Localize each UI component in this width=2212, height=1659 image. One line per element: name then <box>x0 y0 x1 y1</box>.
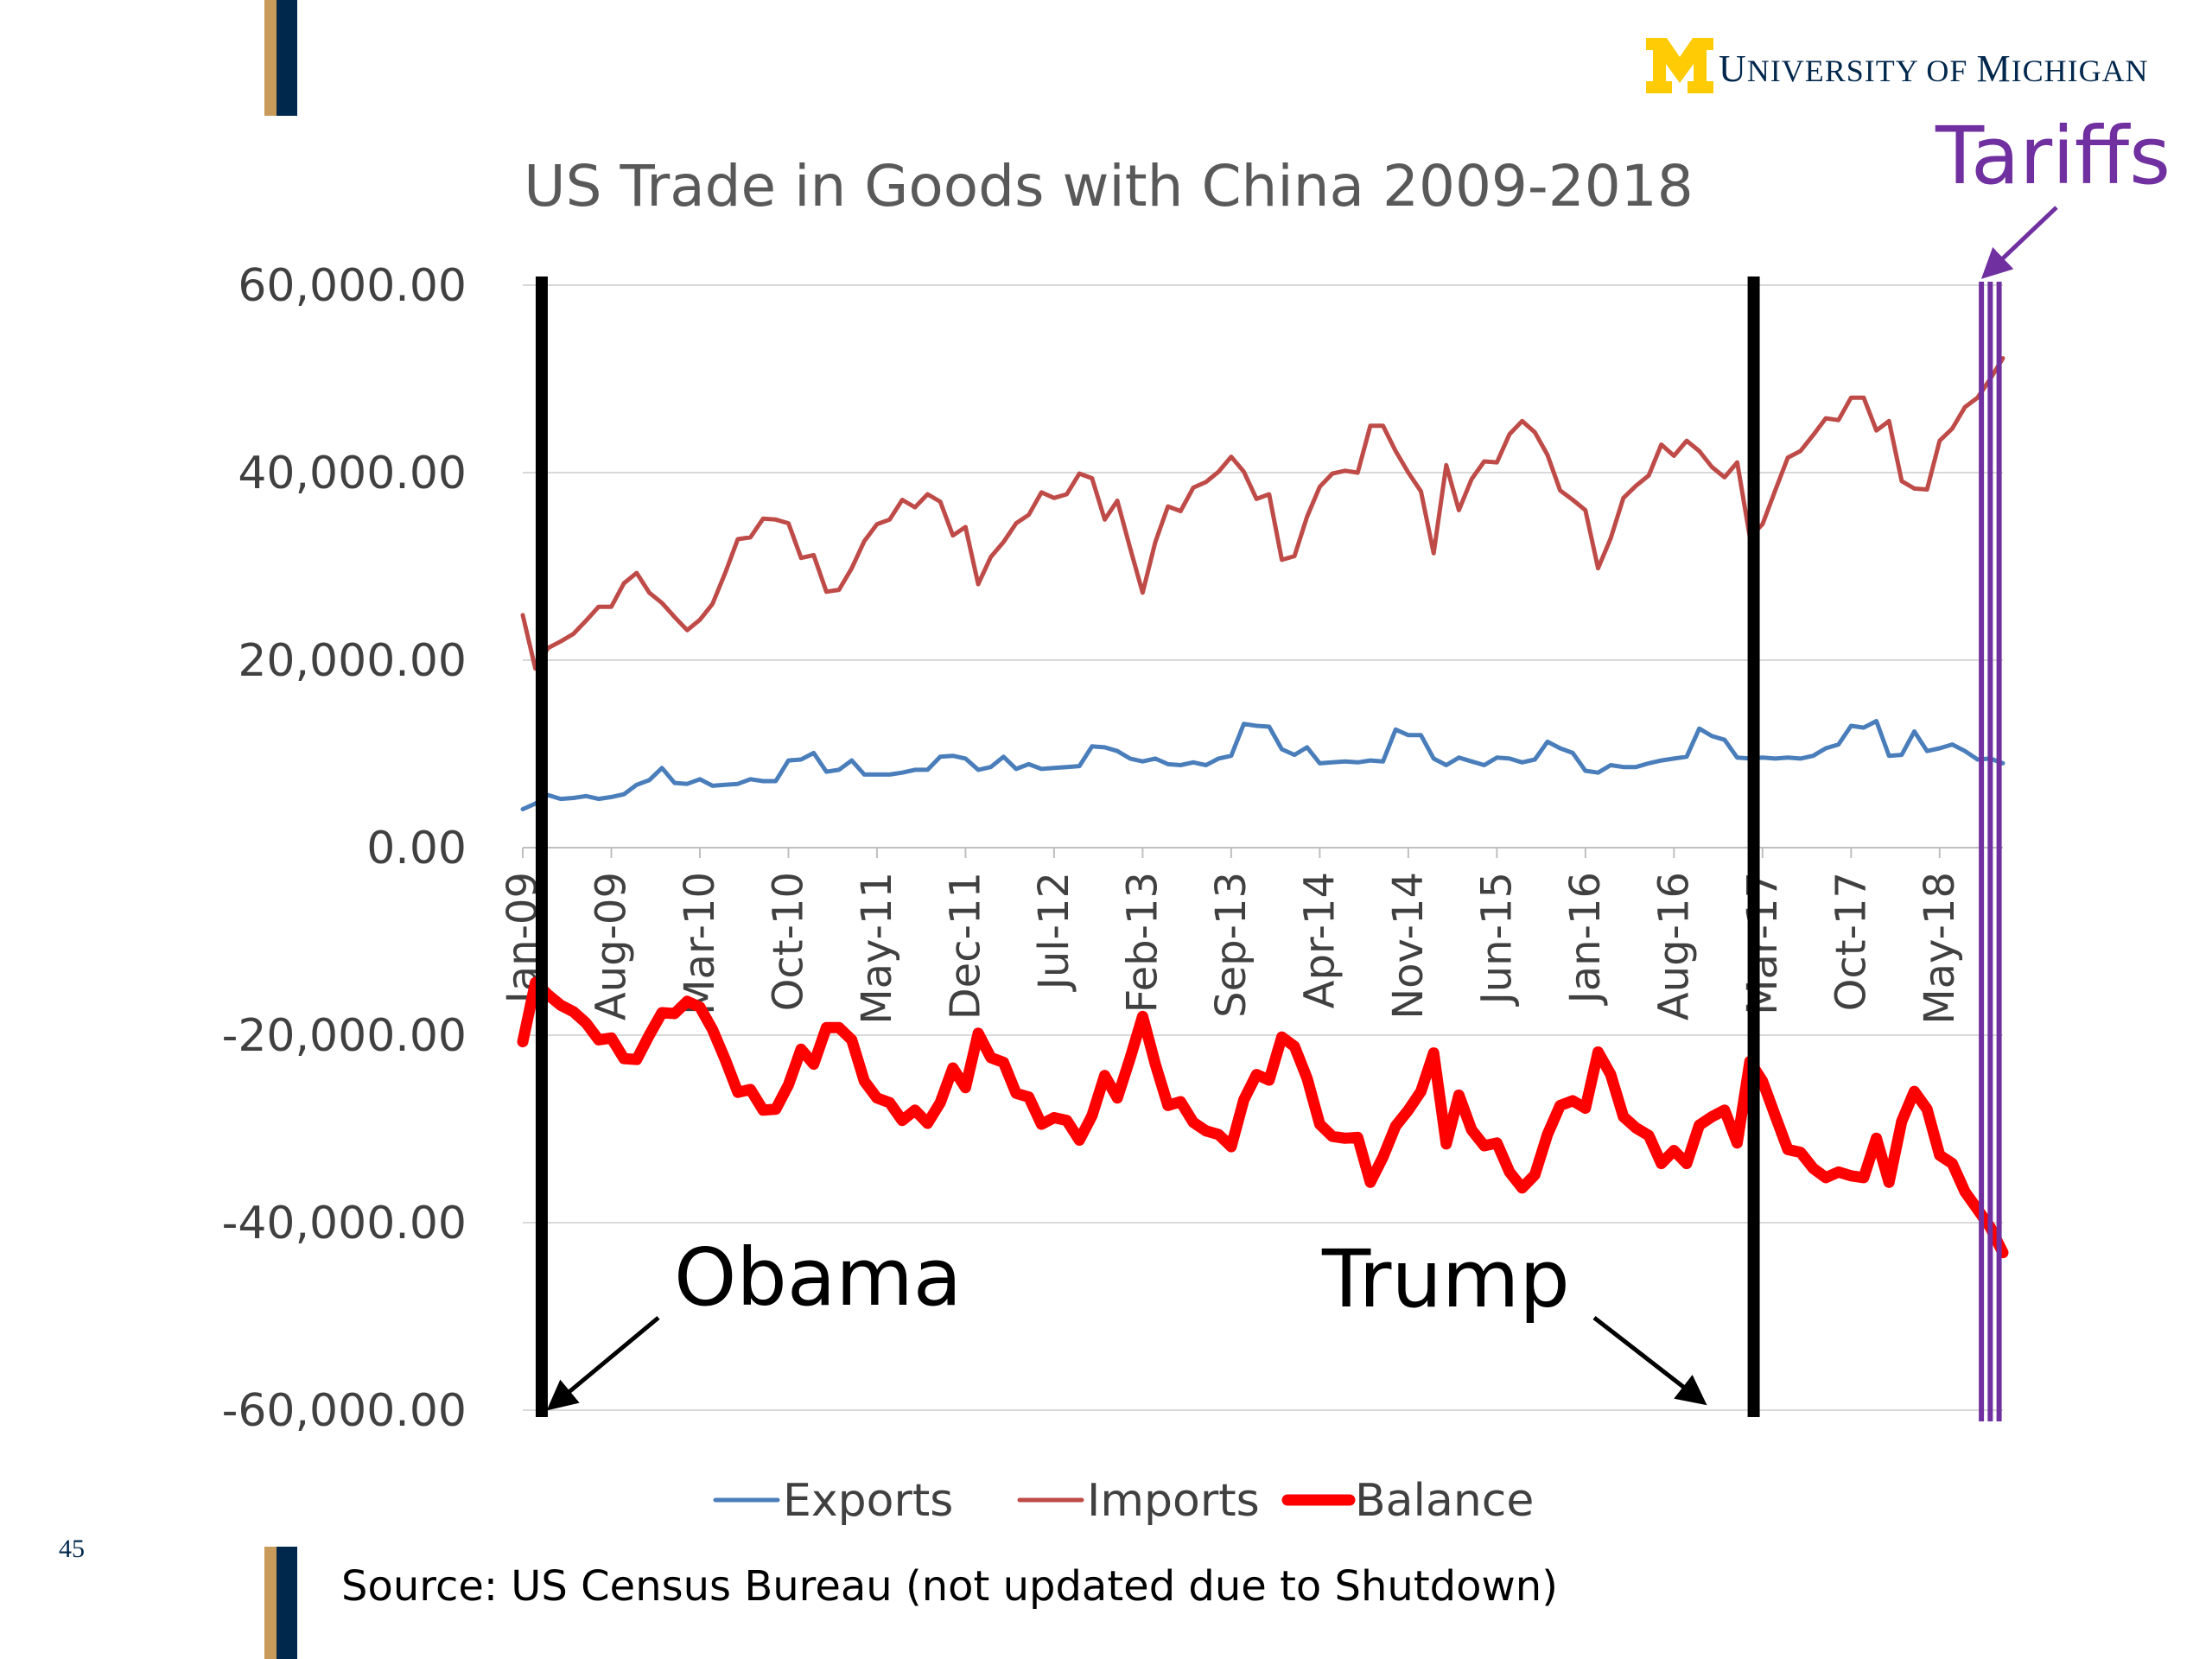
university-logo: UNIVERSITY OF MICHIGAN <box>1646 33 2149 93</box>
x-tick-label: Apr-14 <box>1295 872 1344 1008</box>
x-tick-label: Nov-14 <box>1384 872 1433 1020</box>
source-note: Source: US Census Bureau (not updated du… <box>341 1562 1558 1611</box>
university-name: UNIVERSITY OF MICHIGAN <box>1719 48 2149 90</box>
x-tick-label: May-18 <box>1916 872 1964 1025</box>
y-tick-label: 20,000.00 <box>238 635 467 687</box>
slide-number: 45 <box>59 1535 85 1563</box>
top-left-accent-bar-gold <box>264 0 276 116</box>
x-tick-label: Jan-16 <box>1561 872 1610 1006</box>
series-line-balance <box>517 976 2009 1259</box>
legend-label-exports: Exports <box>783 1475 953 1527</box>
y-tick-label: 60,000.00 <box>238 260 467 312</box>
block-m-icon <box>1646 38 1713 93</box>
y-tick-label: 40,000.00 <box>238 448 467 499</box>
chart-title: US Trade in Goods with China 2009-2018 <box>524 153 1693 219</box>
x-tick-label: Feb-13 <box>1118 872 1166 1013</box>
top-left-accent-bar-blue <box>276 0 297 116</box>
trump-arrow <box>1592 1316 1707 1406</box>
x-tick-label: Oct-10 <box>764 872 812 1011</box>
obama-arrow <box>546 1316 660 1411</box>
legend-label-balance: Balance <box>1355 1475 1534 1527</box>
series-line-imports <box>520 356 2005 671</box>
obama-annotation: Obama <box>674 1231 962 1324</box>
tariffs-annotation: Tariffs <box>1935 110 2171 202</box>
x-tick-label: Oct-17 <box>1827 872 1875 1011</box>
x-tick-label: Jun-15 <box>1472 872 1521 1007</box>
x-tick-label: Dec-11 <box>941 872 989 1020</box>
x-tick-label: Sep-13 <box>1207 872 1255 1018</box>
y-tick-label: 0.00 <box>366 823 467 874</box>
series-line-exports <box>520 719 2005 811</box>
legend-label-imports: Imports <box>1087 1475 1260 1527</box>
y-tick-label: -20,000.00 <box>222 1010 467 1062</box>
x-tick-label: Aug-16 <box>1649 872 1698 1020</box>
bottom-left-accent-bar-gold <box>264 1547 276 1659</box>
trump-annotation: Trump <box>1321 1233 1570 1325</box>
y-tick-label: -60,000.00 <box>222 1385 467 1437</box>
x-tick-label: Jul-12 <box>1030 872 1078 992</box>
x-tick-label: Aug-09 <box>587 872 635 1020</box>
x-tick-label: May-11 <box>853 872 901 1025</box>
tariffs-arrow <box>1980 206 2058 279</box>
y-tick-label: -40,000.00 <box>222 1198 467 1249</box>
bottom-left-accent-bar-blue <box>276 1547 297 1659</box>
x-tick-label: Mar-17 <box>1738 872 1787 1015</box>
x-tick-label: Mar-10 <box>676 872 724 1015</box>
